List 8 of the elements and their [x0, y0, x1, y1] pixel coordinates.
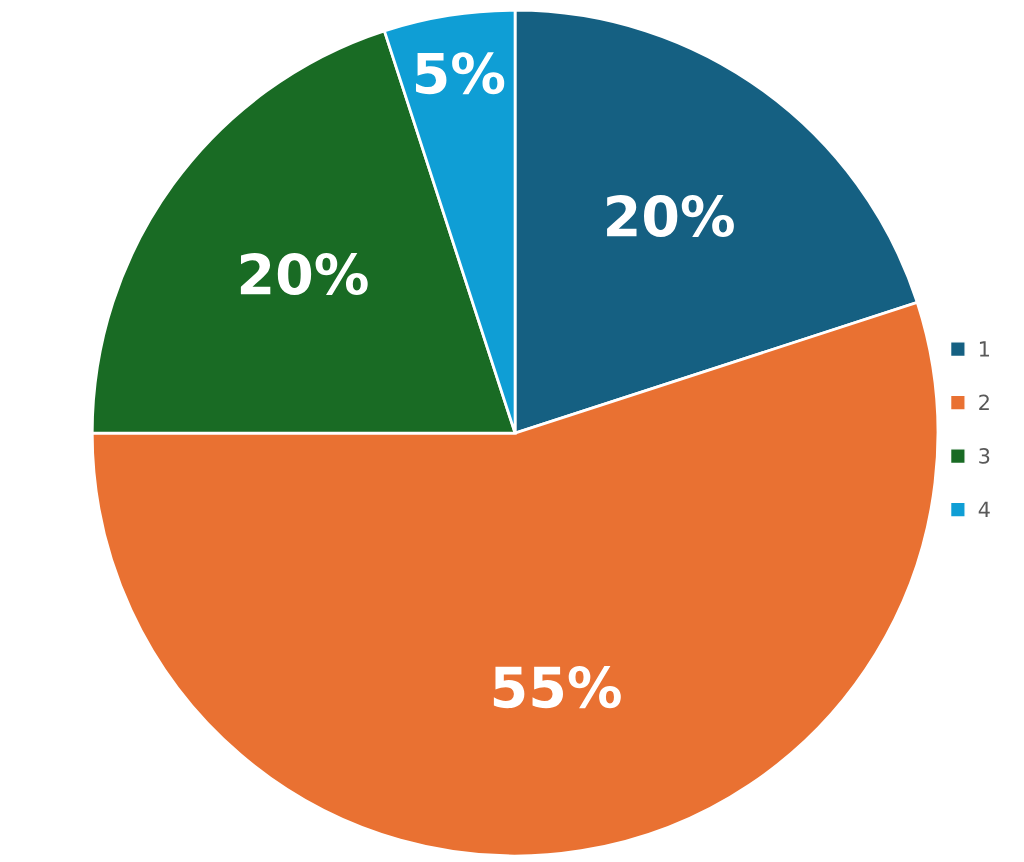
legend-label: 2	[979, 394, 989, 410]
legend-label: 3	[979, 448, 990, 464]
data-label: 20%	[240, 253, 368, 296]
data-label: 5%	[415, 52, 505, 95]
data-label: 55%	[493, 666, 621, 709]
legend-label: 4	[978, 501, 990, 517]
data-label: 20%	[607, 195, 734, 238]
legend-label: 1	[979, 341, 989, 357]
